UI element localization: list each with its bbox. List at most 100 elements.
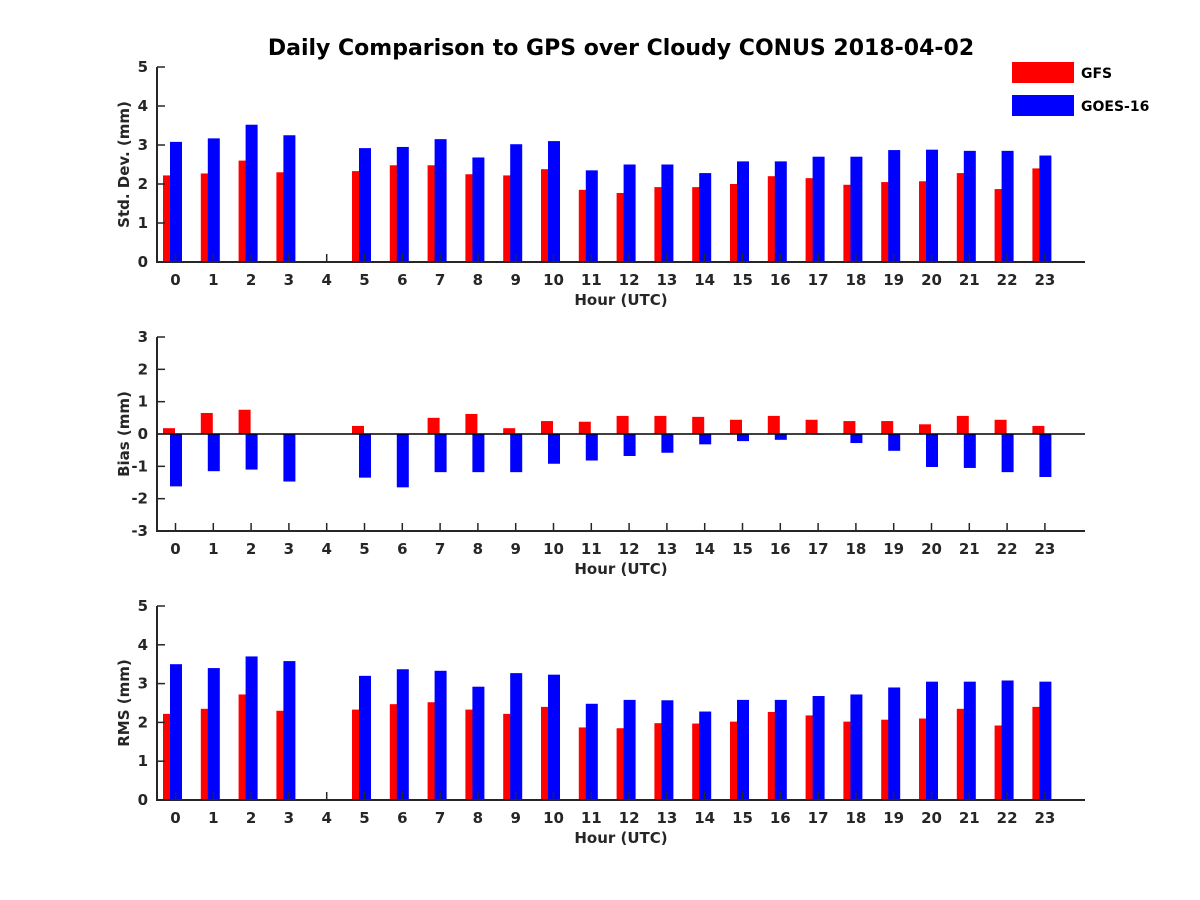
y-tick-label: 4 (138, 636, 148, 654)
x-tick-label: 8 (473, 271, 483, 289)
x-tick-label: 6 (397, 271, 407, 289)
x-tick-label: 9 (510, 271, 520, 289)
x-tick-label: 20 (921, 809, 942, 827)
bar-goes16-hour-19 (888, 434, 901, 451)
legend-label-gfs: GFS (1081, 66, 1112, 82)
x-tick-label: 21 (959, 540, 980, 558)
bar-goes16-hour-16 (774, 434, 787, 440)
x-tick-label: 5 (359, 540, 369, 558)
x-tick-label: 1 (208, 809, 218, 827)
x-tick-label: 22 (997, 271, 1018, 289)
bar-goes16-hour-5 (359, 148, 371, 262)
bar-gfs-hour-23 (1032, 425, 1045, 434)
bar-goes16-hour-20 (926, 149, 938, 262)
bar-goes16-hour-9 (510, 144, 523, 262)
bar-gfs-hour-17 (805, 419, 818, 434)
bar-gfs-hour-10 (541, 421, 553, 434)
x-tick-label: 17 (808, 809, 829, 827)
bar-goes16-hour-3 (283, 135, 296, 262)
bar-goes16-hour-22 (1001, 680, 1014, 800)
bar-gfs-hour-1 (200, 412, 213, 434)
bar-goes16-hour-18 (850, 694, 863, 800)
bar-goes16-hour-22 (1001, 434, 1014, 473)
x-tick-label: 0 (170, 540, 180, 558)
bar-goes16-hour-1 (207, 668, 220, 800)
bar-goes16-hour-17 (812, 696, 825, 800)
x-tick-label: 14 (694, 271, 715, 289)
bar-goes16-hour-11 (585, 434, 598, 461)
bar-goes16-hour-12 (623, 164, 636, 262)
bar-goes16-hour-12 (623, 434, 636, 456)
bar-goes16-hour-9 (510, 673, 523, 800)
x-tick-label: 2 (246, 809, 256, 827)
bar-goes16-hour-3 (283, 661, 296, 800)
legend: GFS GOES-16 (1012, 62, 1149, 116)
bar-goes16-hour-14 (699, 173, 712, 262)
x-tick-label: 15 (732, 809, 753, 827)
bar-gfs-hour-16 (767, 415, 780, 434)
x-tick-label: 10 (543, 540, 564, 558)
bar-gfs-hour-19 (881, 421, 894, 434)
x-axis-title: Hour (UTC) (574, 829, 667, 847)
bar-goes16-hour-7 (434, 434, 447, 473)
bar-goes16-hour-1 (207, 434, 220, 472)
legend-label-goes16: GOES-16 (1081, 99, 1149, 115)
y-tick-label: 5 (138, 58, 148, 76)
bar-goes16-hour-7 (434, 139, 447, 262)
x-tick-label: 4 (321, 540, 331, 558)
x-tick-label: 13 (656, 540, 677, 558)
bar-goes16-hour-13 (661, 434, 674, 453)
x-tick-label: 5 (359, 809, 369, 827)
x-axis-title: Hour (UTC) (574, 560, 667, 578)
x-tick-label: 10 (543, 271, 564, 289)
x-tick-label: 18 (845, 809, 866, 827)
bar-goes16-hour-10 (548, 141, 560, 262)
y-tick-label: 5 (138, 597, 148, 615)
x-tick-label: 19 (883, 809, 904, 827)
x-tick-label: 2 (246, 540, 256, 558)
y-tick-label: 2 (138, 360, 148, 378)
x-tick-label: 8 (473, 540, 483, 558)
bar-gfs-hour-15 (730, 419, 742, 434)
bar-gfs-hour-5 (352, 425, 364, 434)
x-tick-label: 23 (1034, 809, 1055, 827)
y-tick-label: 0 (138, 253, 148, 271)
x-tick-label: 20 (921, 540, 942, 558)
bar-gfs-hour-9 (503, 428, 516, 434)
bar-goes16-hour-21 (963, 434, 976, 468)
y-axis-title: Std. Dev. (mm) (115, 101, 133, 228)
x-tick-label: 0 (170, 271, 180, 289)
bar-goes16-hour-11 (585, 703, 598, 800)
x-tick-label: 9 (510, 809, 520, 827)
x-tick-label: 9 (510, 540, 520, 558)
y-tick-label: 0 (138, 791, 148, 809)
x-tick-label: 15 (732, 271, 753, 289)
bar-goes16-hour-11 (585, 170, 598, 262)
bar-goes16-hour-9 (510, 434, 523, 473)
x-tick-label: 3 (284, 540, 294, 558)
bar-goes16-hour-18 (850, 434, 863, 444)
bar-goes16-hour-13 (661, 164, 674, 262)
bar-goes16-hour-6 (396, 434, 409, 488)
bar-goes16-hour-8 (472, 157, 485, 262)
bar-goes16-hour-5 (359, 434, 371, 478)
x-tick-label: 22 (997, 540, 1018, 558)
bar-gfs-hour-22 (994, 419, 1007, 434)
bar-goes16-hour-13 (661, 700, 674, 800)
bar-goes16-hour-14 (699, 434, 712, 445)
bar-goes16-hour-12 (623, 699, 636, 800)
x-tick-label: 14 (694, 540, 715, 558)
bar-gfs-hour-0 (163, 428, 175, 434)
bar-goes16-hour-15 (737, 434, 749, 442)
y-axis-title: Bias (mm) (115, 391, 133, 477)
x-tick-label: 5 (359, 271, 369, 289)
x-tick-label: 8 (473, 809, 483, 827)
x-tick-label: 16 (770, 271, 791, 289)
x-tick-label: 12 (619, 809, 640, 827)
y-tick-label: -1 (131, 457, 148, 475)
bar-goes16-hour-7 (434, 670, 447, 800)
bar-goes16-hour-22 (1001, 150, 1014, 262)
bar-gfs-hour-18 (843, 421, 856, 434)
